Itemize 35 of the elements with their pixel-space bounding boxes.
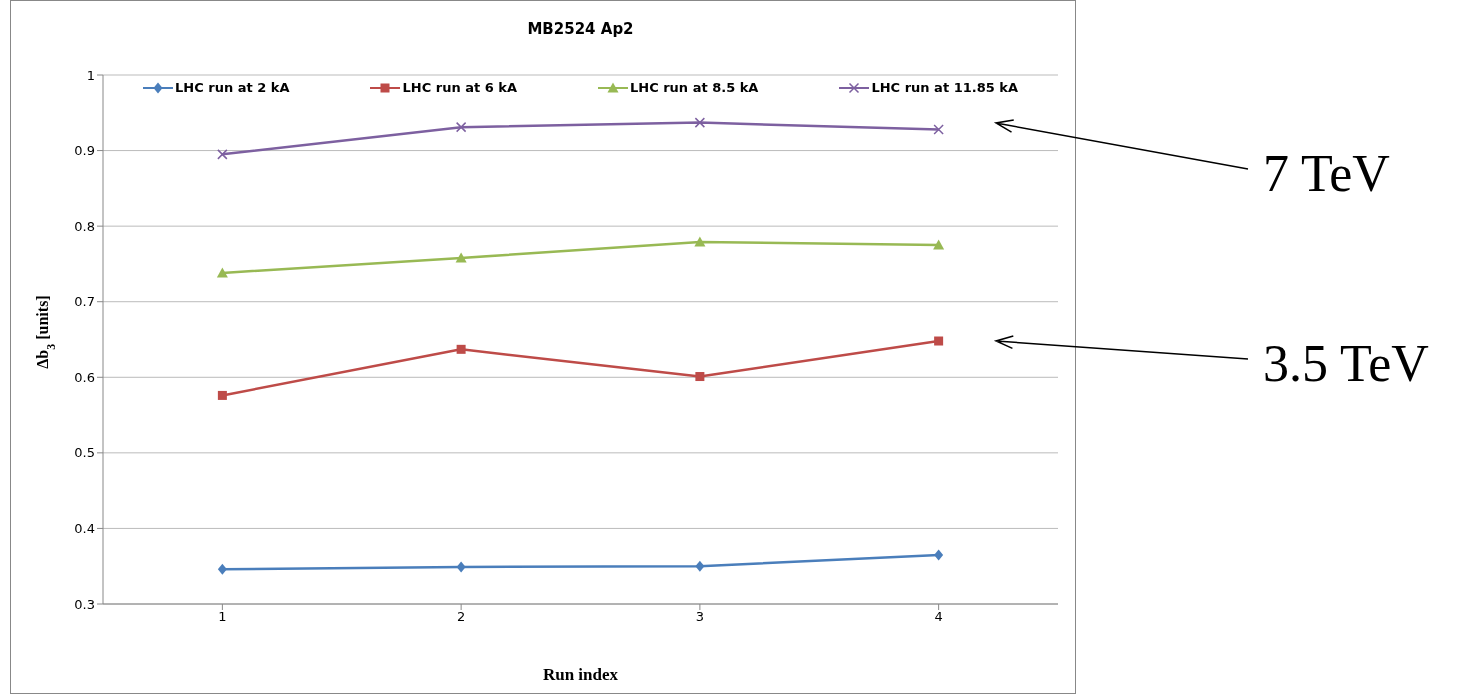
y-tick-label: 0.9 [74, 143, 95, 159]
point [694, 117, 706, 128]
y-tick-label: 0.5 [74, 445, 95, 461]
x-tick-label: 1 [218, 609, 227, 625]
x-tick-label: 4 [934, 609, 943, 625]
text: 3.5 TeV [1263, 335, 1429, 392]
point [217, 390, 227, 400]
point [456, 561, 466, 573]
x-tick-label: 2 [456, 609, 466, 625]
chart-title: MB2524 Ap2 [527, 20, 634, 38]
legend-label: LHC run at 11.85 kA [870, 80, 1018, 95]
y-tick-label: 0.4 [74, 521, 95, 537]
point [933, 124, 944, 135]
y-tick-label: 0.7 [74, 294, 95, 310]
legend-label: LHC run at 8.5 kA [628, 80, 759, 95]
legend-label: LHC run at 2 kA [174, 80, 290, 95]
text: 7 TeV [1263, 145, 1390, 202]
x-tick-label: 3 [695, 609, 705, 625]
y-tick-label: 1 [86, 67, 95, 83]
point [456, 344, 466, 354]
legend-label: LHC run at 6 kA [401, 80, 517, 95]
point [695, 372, 705, 382]
point [695, 560, 705, 572]
x-axis-title: Run index [542, 665, 619, 684]
point [217, 149, 228, 160]
point [217, 563, 227, 575]
point [455, 121, 467, 133]
y-tick-label: 0.6 [74, 369, 95, 385]
y-tick-label: 0.8 [74, 218, 95, 234]
point [934, 549, 944, 561]
point [934, 336, 944, 346]
point [694, 236, 706, 247]
point [933, 239, 945, 250]
point [455, 252, 467, 263]
y-tick-label: 0.3 [74, 596, 95, 612]
